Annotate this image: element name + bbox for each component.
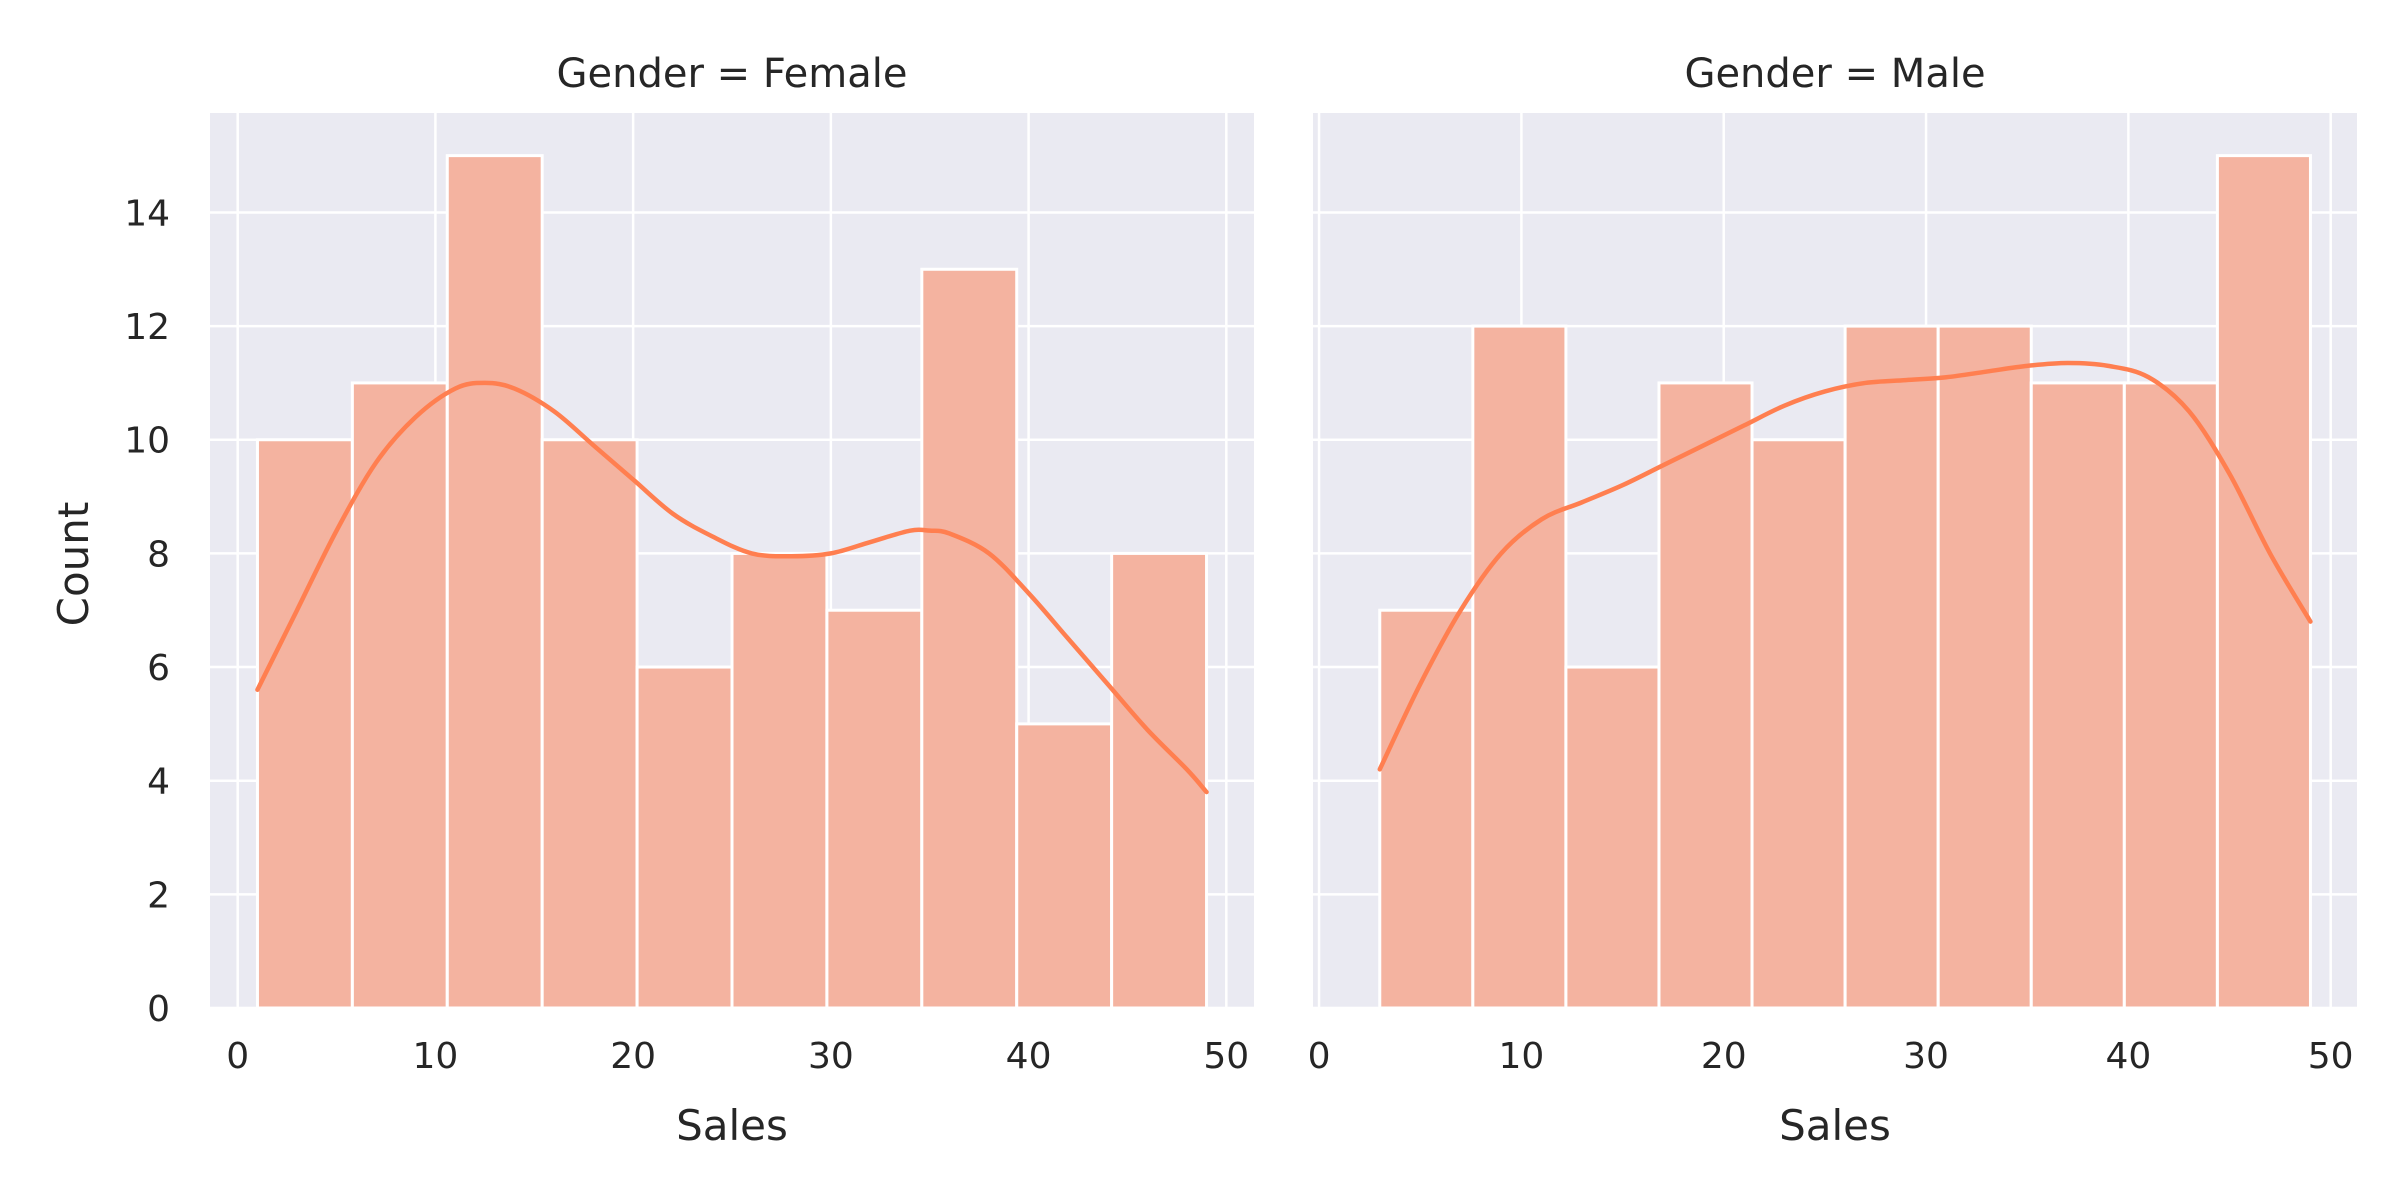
histogram-bar — [2029, 381, 2126, 1010]
y-tick-label: 6 — [147, 648, 170, 689]
y-tick-label: 2 — [147, 875, 170, 916]
histogram-bar — [1110, 551, 1209, 1010]
x-axis-label: Sales — [1779, 1101, 1891, 1150]
kde-curve — [255, 380, 1209, 795]
kde-curve — [1377, 360, 2313, 772]
histogram-bar — [2122, 381, 2219, 1010]
x-tick-label: 20 — [610, 1036, 656, 1077]
panel-male: 0 10 20 30 40 50 Gender = Male Sales — [1308, 51, 2357, 1150]
histogram-bar — [2215, 154, 2312, 1010]
histogram-bar — [1564, 665, 1661, 1010]
y-tick-label: 12 — [124, 307, 170, 348]
x-tick-label: 0 — [1308, 1036, 1331, 1077]
x-tick-label: 10 — [1498, 1036, 1544, 1077]
x-tick-label: 0 — [226, 1036, 249, 1077]
histogram-bar — [1657, 381, 1754, 1010]
y-tick-label: 10 — [124, 421, 170, 462]
histogram-bar — [1936, 324, 2033, 1010]
x-tick-label: 30 — [808, 1036, 854, 1077]
histogram-bar — [825, 608, 924, 1010]
x-tick-label: 50 — [1203, 1036, 1249, 1077]
y-tick-label: 14 — [124, 193, 170, 234]
x-axis-label: Sales — [676, 1101, 788, 1150]
histogram-bar — [350, 381, 449, 1010]
facet-title: Gender = Male — [1684, 51, 1985, 97]
x-tick-label: 30 — [1903, 1036, 1949, 1077]
x-tick-label: 40 — [2105, 1036, 2151, 1077]
x-tick-label: 40 — [1006, 1036, 1052, 1077]
panel-female: 0 10 20 30 40 50 0 2 4 6 8 10 12 14 Gender = Female Sal… — [124, 51, 1254, 1150]
y-tick-label: 0 — [147, 989, 170, 1030]
y-tick-label: 4 — [147, 762, 170, 803]
histogram-bar — [1471, 324, 1568, 1010]
histogram-bar — [1843, 324, 1940, 1010]
histogram-bar — [445, 154, 544, 1010]
x-tick-label: 50 — [2308, 1036, 2354, 1077]
x-tick-label: 10 — [413, 1036, 459, 1077]
histogram-bar — [540, 438, 639, 1010]
y-tick-label: 8 — [147, 534, 170, 575]
histogram-bar — [1750, 438, 1847, 1010]
facet-title: Gender = Female — [557, 51, 908, 97]
histogram-bar — [1015, 722, 1114, 1010]
x-tick-label: 20 — [1701, 1036, 1747, 1077]
histogram-bar — [635, 665, 734, 1010]
histogram-bar — [730, 551, 829, 1010]
y-axis-label: Count — [49, 502, 98, 627]
histogram-bar — [920, 267, 1019, 1010]
